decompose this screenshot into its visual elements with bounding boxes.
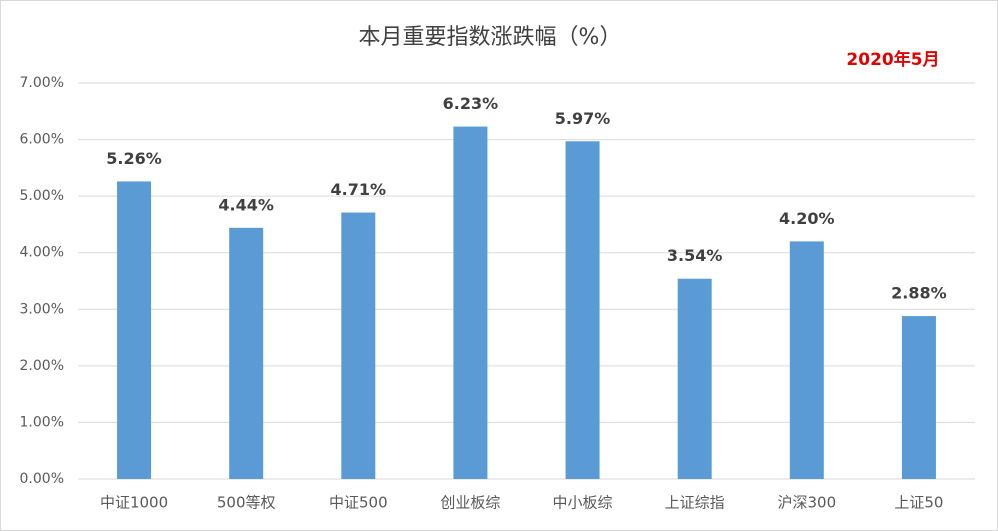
x-tick-label: 上证50 xyxy=(894,494,943,512)
x-tick-label: 中证500 xyxy=(329,494,388,512)
value-label: 5.97% xyxy=(555,109,611,128)
bar xyxy=(341,212,376,479)
x-tick-label: 创业板综 xyxy=(440,494,500,512)
value-label: 6.23% xyxy=(443,94,499,113)
y-tick-label: 1.00% xyxy=(20,414,64,430)
x-tick-label: 中小板综 xyxy=(553,494,613,512)
bar xyxy=(229,227,264,479)
value-label: 5.26% xyxy=(106,149,162,168)
y-tick-label: 3.00% xyxy=(20,301,64,317)
value-label: 4.20% xyxy=(779,209,835,228)
bar xyxy=(789,241,824,479)
y-tick-label: 4.00% xyxy=(20,245,64,261)
x-tick-label: 500等权 xyxy=(217,494,276,512)
value-label: 4.44% xyxy=(218,195,274,214)
x-tick-label: 中证1000 xyxy=(100,494,168,512)
value-label: 3.54% xyxy=(667,246,723,265)
y-tick-label: 2.00% xyxy=(20,358,64,374)
x-tick-label: 上证综指 xyxy=(665,494,725,512)
y-tick-label: 0.00% xyxy=(20,471,64,487)
y-tick-label: 5.00% xyxy=(20,188,64,204)
y-tick-label: 6.00% xyxy=(20,132,64,148)
bar xyxy=(565,141,600,480)
chart-title: 本月重要指数涨跌幅（%） xyxy=(359,25,622,50)
annotation: 2020年5月 xyxy=(846,49,939,70)
value-label: 2.88% xyxy=(891,284,947,303)
bar xyxy=(453,126,488,479)
bar xyxy=(677,278,712,479)
bar xyxy=(117,181,152,480)
bar xyxy=(901,316,936,479)
y-tick-label: 7.00% xyxy=(20,75,64,91)
value-label: 4.71% xyxy=(331,180,387,199)
x-tick-label: 沪深300 xyxy=(777,494,836,512)
